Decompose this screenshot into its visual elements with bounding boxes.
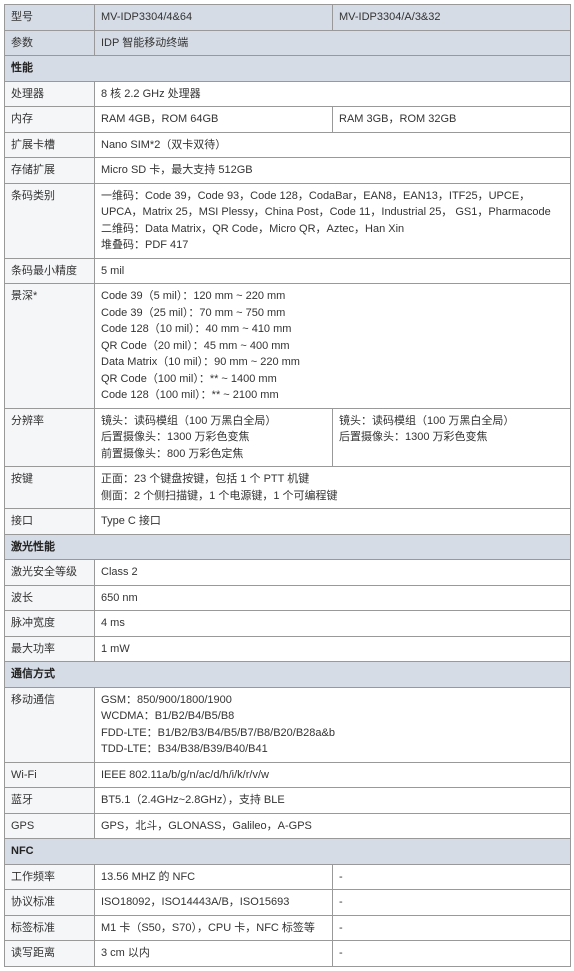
label-nfc-protocol: 协议标准	[5, 890, 95, 916]
value-gps: GPS，北斗，GLONASS，Galileo，A-GPS	[95, 813, 571, 839]
value-wifi: IEEE 802.11a/b/g/n/ac/d/h/i/k/r/v/w	[95, 762, 571, 788]
dof-line3: Code 128（10 mil）：40 mm ~ 410 mm	[101, 321, 564, 338]
barcode-line1: 一维码：Code 39，Code 93，Code 128，CodaBar，EAN…	[101, 188, 564, 221]
mobile-line2: WCDMA：B1/B2/B4/B5/B8	[101, 708, 564, 725]
label-nfc-distance: 读写距离	[5, 941, 95, 967]
dof-line5: Data Matrix（10 mil）：90 mm ~ 220 mm	[101, 354, 564, 371]
label-wavelength: 波长	[5, 585, 95, 611]
res2-line1: 镜头：读码模组（100 万黑白全局）	[339, 413, 564, 430]
value-pulse: 4 ms	[95, 611, 571, 637]
value-nfc-tag-2: -	[333, 915, 571, 941]
section-nfc: NFC	[5, 839, 571, 865]
dof-line7: Code 128（100 mil）：** ~ 2100 mm	[101, 387, 564, 404]
value-wavelength: 650 nm	[95, 585, 571, 611]
label-storage: 存储扩展	[5, 158, 95, 184]
value-laser-class: Class 2	[95, 560, 571, 586]
label-resolution: 分辨率	[5, 408, 95, 467]
header-model1: MV-IDP3304/4&64	[95, 5, 333, 31]
value-bt: BT5.1（2.4GHz~2.8GHz），支持 BLE	[95, 788, 571, 814]
value-processor: 8 核 2.2 GHz 处理器	[95, 81, 571, 107]
value-memory-1: RAM 4GB，ROM 64GB	[95, 107, 333, 133]
value-barcode: 一维码：Code 39，Code 93，Code 128，CodaBar，EAN…	[95, 183, 571, 258]
dof-line1: Code 39（5 mil）：120 mm ~ 220 mm	[101, 288, 564, 305]
label-memory: 内存	[5, 107, 95, 133]
label-wifi: Wi-Fi	[5, 762, 95, 788]
res2-line2: 后置摄像头：1300 万彩色变焦	[339, 429, 564, 446]
label-min-precision: 条码最小精度	[5, 258, 95, 284]
value-sim: Nano SIM*2（双卡双待）	[95, 132, 571, 158]
section-laser: 激光性能	[5, 534, 571, 560]
label-power: 最大功率	[5, 636, 95, 662]
value-resolution-1: 镜头：读码模组（100 万黑白全局） 后置摄像头：1300 万彩色变焦 前置摄像…	[95, 408, 333, 467]
label-bt: 蓝牙	[5, 788, 95, 814]
value-power: 1 mW	[95, 636, 571, 662]
header-param-value: IDP 智能移动终端	[95, 30, 571, 56]
spec-table: 型号 MV-IDP3304/4&64 MV-IDP3304/A/3&32 参数 …	[4, 4, 571, 967]
label-nfc-tag: 标签标准	[5, 915, 95, 941]
value-mobile: GSM：850/900/1800/1900 WCDMA：B1/B2/B4/B5/…	[95, 687, 571, 762]
label-interface: 接口	[5, 509, 95, 535]
value-nfc-protocol-2: -	[333, 890, 571, 916]
value-nfc-distance-1: 3 cm 以内	[95, 941, 333, 967]
value-resolution-2: 镜头：读码模组（100 万黑白全局） 后置摄像头：1300 万彩色变焦	[333, 408, 571, 467]
mobile-line1: GSM：850/900/1800/1900	[101, 692, 564, 709]
value-nfc-tag-1: M1 卡（S50，S70），CPU 卡，NFC 标签等	[95, 915, 333, 941]
label-mobile: 移动通信	[5, 687, 95, 762]
res1-line2: 后置摄像头：1300 万彩色变焦	[101, 429, 326, 446]
label-gps: GPS	[5, 813, 95, 839]
res1-line1: 镜头：读码模组（100 万黑白全局）	[101, 413, 326, 430]
label-pulse: 脉冲宽度	[5, 611, 95, 637]
value-nfc-freq-1: 13.56 MHZ 的 NFC	[95, 864, 333, 890]
label-laser-class: 激光安全等级	[5, 560, 95, 586]
value-memory-2: RAM 3GB，ROM 32GB	[333, 107, 571, 133]
label-dof: 景深*	[5, 284, 95, 409]
barcode-line2: 二维码：Data Matrix，QR Code，Micro QR，Aztec，H…	[101, 221, 564, 238]
label-keys: 按键	[5, 467, 95, 509]
value-min-precision: 5 mil	[95, 258, 571, 284]
value-dof: Code 39（5 mil）：120 mm ~ 220 mm Code 39（2…	[95, 284, 571, 409]
label-nfc-freq: 工作频率	[5, 864, 95, 890]
value-interface: Type C 接口	[95, 509, 571, 535]
label-barcode: 条码类别	[5, 183, 95, 258]
dof-line6: QR Code（100 mil）：** ~ 1400 mm	[101, 371, 564, 388]
mobile-line3: FDD-LTE：B1/B2/B3/B4/B5/B7/B8/B20/B28a&b	[101, 725, 564, 742]
header-model-label: 型号	[5, 5, 95, 31]
res1-line3: 前置摄像头：800 万彩色定焦	[101, 446, 326, 463]
value-keys: 正面：23 个键盘按键，包括 1 个 PTT 机键 侧面：2 个侧扫描键，1 个…	[95, 467, 571, 509]
header-param-label: 参数	[5, 30, 95, 56]
value-nfc-distance-2: -	[333, 941, 571, 967]
mobile-line4: TDD-LTE：B34/B38/B39/B40/B41	[101, 741, 564, 758]
value-storage: Micro SD 卡，最大支持 512GB	[95, 158, 571, 184]
section-perf: 性能	[5, 56, 571, 82]
section-comm: 通信方式	[5, 662, 571, 688]
value-nfc-freq-2: -	[333, 864, 571, 890]
label-sim: 扩展卡槽	[5, 132, 95, 158]
barcode-line3: 堆叠码：PDF 417	[101, 237, 564, 254]
keys-line2: 侧面：2 个侧扫描键，1 个电源键，1 个可编程键	[101, 488, 564, 505]
dof-line2: Code 39（25 mil）：70 mm ~ 750 mm	[101, 305, 564, 322]
keys-line1: 正面：23 个键盘按键，包括 1 个 PTT 机键	[101, 471, 564, 488]
label-processor: 处理器	[5, 81, 95, 107]
dof-line4: QR Code（20 mil）：45 mm ~ 400 mm	[101, 338, 564, 355]
value-nfc-protocol-1: ISO18092，ISO14443A/B，ISO15693	[95, 890, 333, 916]
header-model2: MV-IDP3304/A/3&32	[333, 5, 571, 31]
